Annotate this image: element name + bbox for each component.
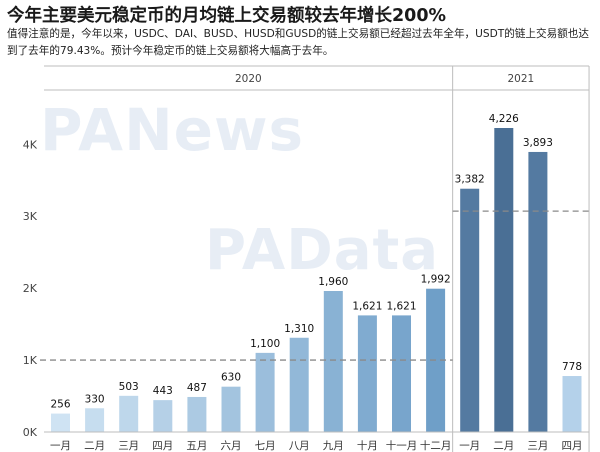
bar-2020-3: [119, 395, 139, 432]
y-tick-label: 4K: [23, 138, 38, 151]
y-tick-label: 0K: [23, 426, 38, 439]
bar-2020-6: [221, 386, 241, 432]
x-tick-label: 八月: [289, 440, 310, 452]
bar-2020-2: [85, 408, 105, 432]
x-tick-label: 六月: [221, 440, 242, 452]
y-tick-label: 1K: [23, 354, 38, 367]
bar-value-label: 630: [221, 372, 241, 384]
chart-title: 今年主要美元稳定币的月均链上交易额较去年增长200%: [7, 6, 447, 26]
year-label-2020: 2020: [235, 73, 262, 85]
bar-value-label: 1,621: [386, 300, 416, 312]
bar-value-label: 3,893: [523, 137, 553, 149]
bar-value-label: 1,100: [250, 338, 280, 350]
bar-2020-7: [255, 352, 275, 432]
bar-value-label: 1,621: [352, 300, 382, 312]
x-tick-label: 十二月: [420, 439, 452, 452]
x-tick-label: 五月: [186, 440, 207, 452]
bar-2021-1: [460, 188, 480, 432]
bar-value-label: 487: [187, 382, 207, 394]
bar-2020-11: [392, 315, 411, 432]
bar-2020-10: [357, 315, 377, 432]
bar-value-label: 330: [85, 393, 105, 405]
bar-2020-9: [323, 291, 343, 432]
bar-value-label: 1,960: [318, 276, 348, 288]
x-tick-label: 二月: [493, 440, 514, 452]
x-tick-label: 九月: [323, 440, 344, 452]
x-tick-label: 七月: [255, 440, 276, 452]
bar-2020-5: [187, 396, 207, 432]
chart-subtitle: 值得注意的是，今年以来，USDC、DAI、BUSD、HUSD和GUSD的链上交易…: [7, 28, 589, 57]
bar-value-label: 1,992: [421, 274, 451, 286]
x-tick-label: 一月: [459, 440, 480, 452]
x-tick-label: 四月: [152, 440, 173, 452]
bar-value-label: 3,382: [455, 174, 485, 186]
bar-value-label: 4,226: [489, 113, 519, 125]
bar-value-label: 443: [153, 385, 173, 397]
year-label-2021: 2021: [507, 73, 534, 85]
bar-value-label: 1,310: [284, 323, 314, 335]
bar-2020-4: [153, 400, 173, 432]
bar-2020-1: [51, 413, 70, 432]
bar-2021-4: [562, 376, 582, 432]
y-tick-label: 2K: [23, 282, 38, 295]
bar-2021-2: [494, 128, 514, 432]
y-tick-label: 3K: [23, 210, 38, 223]
bar-2020-8: [289, 337, 309, 432]
x-tick-label: 四月: [562, 440, 583, 452]
bar-2021-3: [528, 151, 548, 432]
x-tick-label: 十一月: [386, 439, 418, 452]
x-tick-label: 三月: [527, 440, 548, 452]
bar-value-label: 503: [119, 381, 139, 393]
x-tick-label: 一月: [50, 440, 71, 452]
bar-value-label: 256: [50, 399, 70, 411]
x-tick-label: 十月: [357, 439, 378, 452]
x-tick-label: 三月: [118, 440, 139, 452]
bar-value-label: 778: [562, 361, 582, 373]
x-tick-label: 二月: [84, 440, 105, 452]
